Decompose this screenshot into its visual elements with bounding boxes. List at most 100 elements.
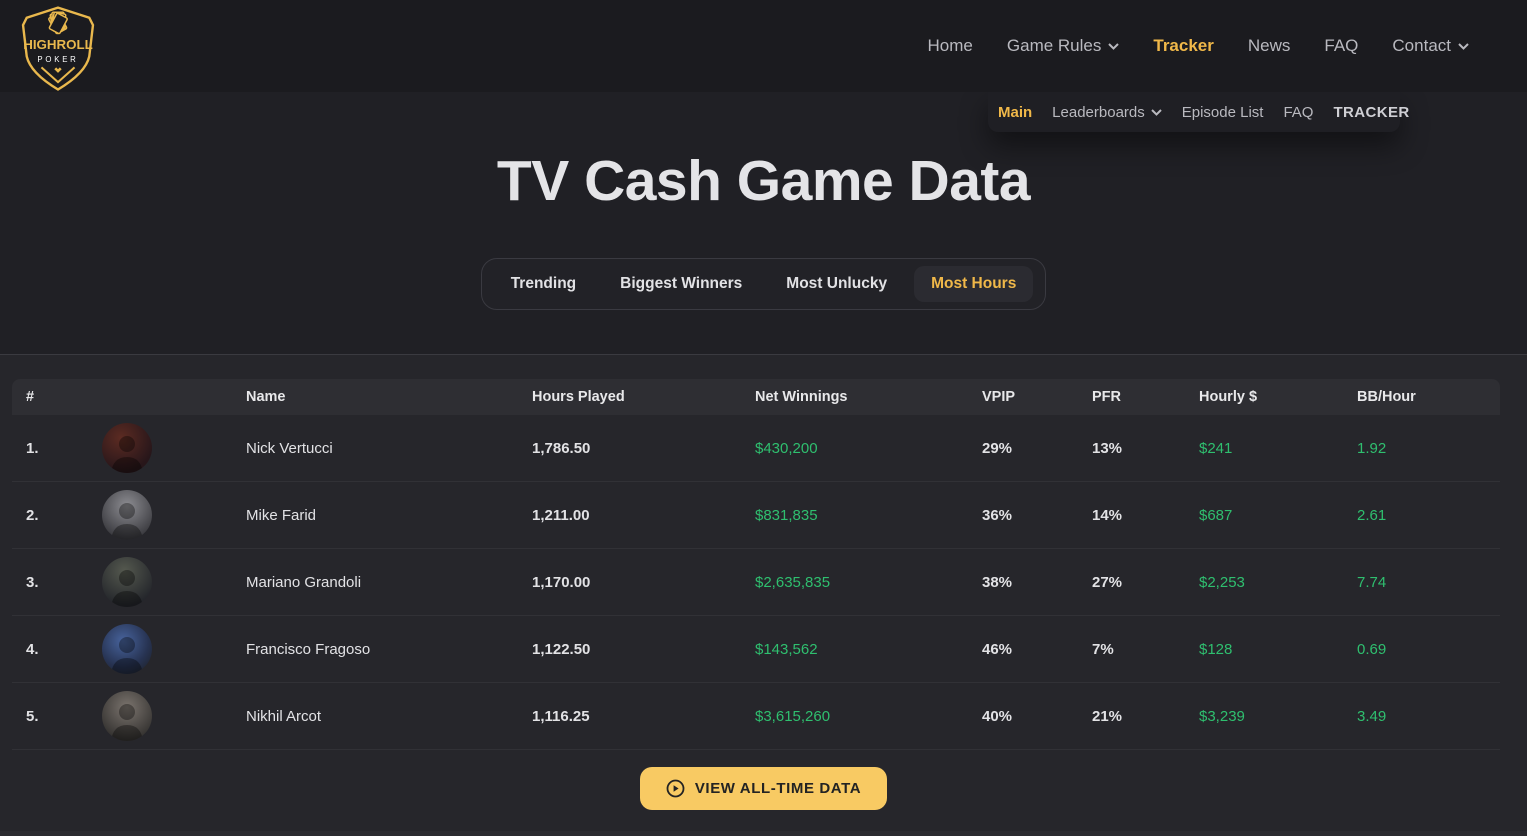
- rank: 5.: [26, 707, 39, 725]
- tab-most-unlucky[interactable]: Most Unlucky: [786, 275, 888, 292]
- player-name[interactable]: Nick Vertucci: [246, 439, 333, 457]
- pfr: 13%: [1092, 439, 1123, 457]
- vpip: 29%: [982, 439, 1013, 457]
- nav-item-news[interactable]: News: [1248, 36, 1291, 56]
- hours-played: 1,211.00: [532, 506, 590, 524]
- avatar-cell: [88, 624, 232, 674]
- chevron-down-icon: [1151, 108, 1162, 116]
- play-circle-icon: [666, 779, 685, 798]
- nav-label: Game Rules: [1006, 36, 1102, 55]
- subnav-item-episode-list[interactable]: Episode List: [1182, 104, 1264, 121]
- nav-item-home[interactable]: Home: [928, 36, 973, 56]
- tracker-table-section: # Name Hours Played Net Winnings VPIP PF…: [0, 354, 1527, 836]
- person-silhouette-icon: [111, 637, 143, 674]
- bb-per-hour: 1.92: [1357, 439, 1387, 457]
- nav-label: News: [1247, 36, 1291, 55]
- player-name[interactable]: Francisco Fragoso: [246, 640, 371, 658]
- subnav-item-main[interactable]: Main: [998, 104, 1032, 121]
- player-avatar[interactable]: [102, 423, 152, 473]
- table-row: 1. Nick Vertucci 1,786.50 $430,200 29% 1…: [12, 415, 1500, 482]
- person-silhouette-icon: [111, 570, 143, 607]
- player-avatar[interactable]: [102, 490, 152, 540]
- brand-logo[interactable]: HIGHROLL POKER: [12, 3, 104, 95]
- rank: 1.: [26, 439, 39, 457]
- player-avatar[interactable]: [102, 557, 152, 607]
- main-nav: Home Game Rules Tracker News FAQ Contact: [928, 36, 1469, 56]
- table-row: 3. Mariano Grandoli 1,170.00 $2,635,835 …: [12, 549, 1500, 616]
- bb-per-hour: 3.49: [1357, 707, 1387, 725]
- person-silhouette-icon: [111, 503, 143, 540]
- player-name[interactable]: Nikhil Arcot: [246, 707, 322, 725]
- hourly-dollars: $128: [1199, 640, 1233, 658]
- nav-label: FAQ: [1324, 36, 1359, 55]
- table-row: 4. Francisco Fragoso 1,122.50 $143,562 4…: [12, 616, 1500, 683]
- subnav-item-faq[interactable]: FAQ: [1283, 104, 1313, 121]
- chevron-down-icon: [1108, 42, 1120, 50]
- card-fan-icon: [48, 11, 68, 35]
- hourly-dollars: $241: [1199, 439, 1233, 457]
- brand-sub-text: POKER: [37, 55, 78, 64]
- brand-name-text: HIGHROLL: [23, 37, 93, 52]
- page-title: TV Cash Game Data: [496, 149, 1031, 213]
- vpip: 38%: [982, 573, 1013, 591]
- hero-section: TV Cash Game Data Trending Biggest Winne…: [0, 92, 1527, 310]
- pfr: 21%: [1092, 707, 1123, 725]
- bb-per-hour: 0.69: [1357, 640, 1387, 658]
- cta-label: VIEW ALL-TIME DATA: [694, 780, 862, 797]
- vpip: 36%: [982, 506, 1013, 524]
- col-hourly: Hourly $: [1199, 389, 1258, 405]
- net-winnings: $831,835: [755, 506, 818, 524]
- avatar-cell: [88, 423, 232, 473]
- subnav-item-leaderboards[interactable]: Leaderboards: [1052, 104, 1162, 121]
- chevron-down-icon: [1458, 42, 1469, 50]
- tab-most-hours[interactable]: Most Hours: [914, 266, 1034, 302]
- nav-item-game-rules[interactable]: Game Rules: [1006, 36, 1120, 56]
- tab-trending[interactable]: Trending: [510, 275, 577, 292]
- tab-biggest-winners[interactable]: Biggest Winners: [620, 275, 743, 292]
- col-rank: #: [26, 389, 35, 405]
- player-name[interactable]: Mike Farid: [246, 506, 317, 524]
- player-avatar[interactable]: [102, 691, 152, 741]
- nav-item-contact[interactable]: Contact: [1392, 36, 1469, 56]
- vpip: 46%: [982, 640, 1013, 658]
- footer-edge: [0, 831, 1527, 836]
- table-row: 2. Mike Farid 1,211.00 $831,835 36% 14% …: [12, 482, 1500, 549]
- avatar-cell: [88, 557, 232, 607]
- rank: 3.: [26, 573, 39, 591]
- player-avatar[interactable]: [102, 624, 152, 674]
- col-vpip: VPIP: [982, 389, 1016, 405]
- nav-label: Tracker: [1153, 36, 1214, 55]
- subnav-label: Episode List: [1181, 103, 1264, 121]
- view-all-time-data-button[interactable]: VIEW ALL-TIME DATA: [639, 767, 888, 810]
- bb-per-hour: 2.61: [1357, 506, 1387, 524]
- net-winnings: $3,615,260: [755, 707, 831, 725]
- hourly-dollars: $2,253: [1199, 573, 1245, 591]
- hours-played: 1,786.50: [532, 439, 591, 457]
- subnav-label: FAQ: [1283, 103, 1314, 121]
- col-pfr: PFR: [1092, 389, 1121, 405]
- nav-item-tracker[interactable]: Tracker: [1153, 36, 1214, 56]
- col-bb-hour: BB/Hour: [1357, 389, 1416, 405]
- avatar-cell: [88, 691, 232, 741]
- player-name[interactable]: Mariano Grandoli: [246, 573, 362, 591]
- table-row: 5. Nikhil Arcot 1,116.25 $3,615,260 40% …: [12, 683, 1500, 750]
- hourly-dollars: $687: [1199, 506, 1233, 524]
- col-hours: Hours Played: [532, 389, 625, 405]
- rank: 2.: [26, 506, 39, 524]
- hours-played: 1,122.50: [532, 640, 591, 658]
- pfr: 27%: [1092, 573, 1123, 591]
- shield-point-icon: [40, 66, 76, 84]
- bb-per-hour: 7.74: [1357, 573, 1387, 591]
- data-tabs: Trending Biggest Winners Most Unlucky Mo…: [480, 258, 1047, 310]
- nav-item-faq[interactable]: FAQ: [1324, 36, 1358, 56]
- col-name: Name: [246, 389, 286, 405]
- person-silhouette-icon: [111, 436, 143, 473]
- nav-label: Home: [927, 36, 973, 55]
- subnav-section-label: TRACKER: [1333, 103, 1410, 121]
- net-winnings: $2,635,835: [755, 573, 831, 591]
- rank: 4.: [26, 640, 39, 658]
- nav-label: Contact: [1392, 36, 1451, 55]
- subnav-label: Leaderboards: [1052, 103, 1145, 121]
- net-winnings: $143,562: [755, 640, 818, 658]
- col-net-winnings: Net Winnings: [755, 389, 848, 405]
